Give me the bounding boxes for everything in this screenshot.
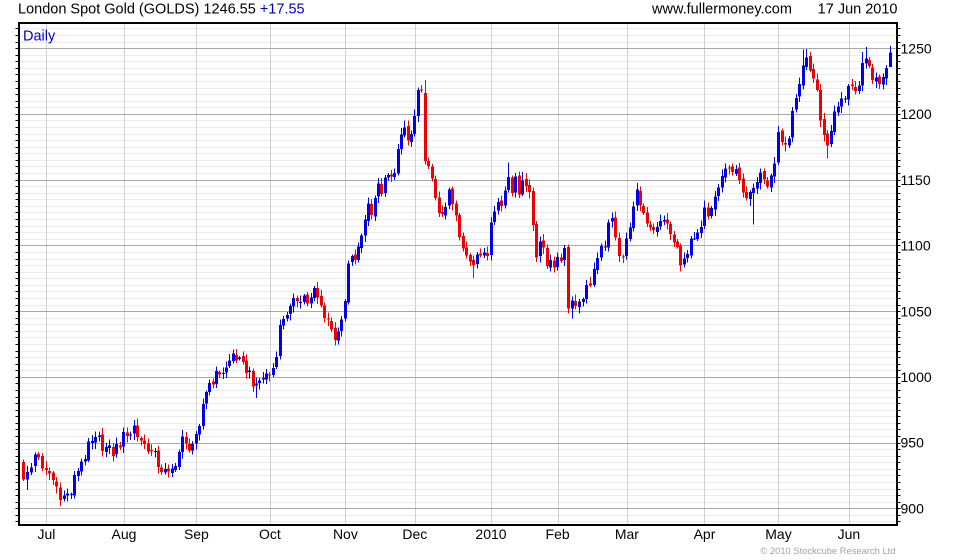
svg-text:www.fullermoney.com: www.fullermoney.com (651, 2, 792, 18)
svg-text:Mar: Mar (615, 526, 639, 542)
svg-text:17 Jun 2010: 17 Jun 2010 (818, 2, 898, 18)
svg-text:1250: 1250 (901, 40, 932, 56)
svg-text:Jul: Jul (37, 526, 55, 542)
svg-text:2010: 2010 (475, 526, 506, 542)
svg-text:Oct: Oct (259, 526, 281, 542)
svg-text:© 2010 Stockcube Research Ltd: © 2010 Stockcube Research Ltd (760, 545, 895, 556)
svg-text:1150: 1150 (901, 172, 931, 188)
svg-text:Daily: Daily (23, 29, 56, 45)
svg-text:Jun: Jun (838, 526, 861, 542)
svg-text:Sep: Sep (184, 526, 209, 542)
svg-text:900: 900 (901, 500, 925, 516)
svg-text:1000: 1000 (901, 369, 932, 385)
svg-text:Feb: Feb (546, 526, 570, 542)
svg-text:May: May (765, 526, 791, 542)
svg-text:London Spot Gold (GOLDS) 1246.: London Spot Gold (GOLDS) 1246.55 +17.55 (18, 2, 305, 18)
svg-text:1100: 1100 (901, 238, 931, 254)
svg-text:1050: 1050 (901, 303, 932, 319)
svg-text:950: 950 (901, 435, 925, 451)
svg-text:Apr: Apr (694, 526, 716, 542)
svg-text:Nov: Nov (333, 526, 358, 542)
svg-text:Aug: Aug (112, 526, 137, 542)
svg-text:Dec: Dec (402, 526, 427, 542)
svg-text:1200: 1200 (901, 106, 932, 122)
